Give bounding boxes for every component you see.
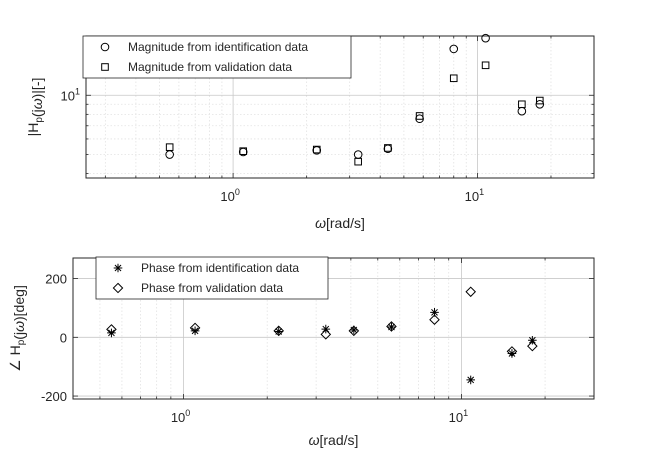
legend-label: Phase from validation data xyxy=(141,281,283,295)
data-point xyxy=(239,147,248,155)
y-axis-label: |Hp(jω)|[-] xyxy=(25,78,45,137)
data-point xyxy=(386,321,397,332)
data-point xyxy=(465,286,477,298)
legend-marker xyxy=(101,63,109,71)
data-point xyxy=(189,322,201,334)
data-point xyxy=(430,308,439,317)
x-tick-label: 101 xyxy=(465,187,484,204)
legend-marker xyxy=(112,282,124,294)
data-point xyxy=(354,157,362,166)
data-point xyxy=(106,324,117,335)
data-point xyxy=(518,100,526,109)
data-point xyxy=(320,329,332,340)
legend-box xyxy=(95,256,329,300)
y-tick-label: -200 xyxy=(41,389,67,404)
x-axis-label: ω[rad/s] xyxy=(315,215,365,231)
magnitude-axes: 100 101 101 ω[rad/s] |Hp(jω)|[-] Magnitude fr… xyxy=(25,33,595,231)
y-tick-label: 101 xyxy=(61,86,80,103)
y-tick-label: 200 xyxy=(45,272,67,287)
legend-label: Magnitude from identification data xyxy=(128,40,308,54)
legend-label: Phase from identification data xyxy=(141,261,299,275)
data-point xyxy=(384,144,392,152)
data-point xyxy=(481,61,490,70)
data-point xyxy=(528,335,537,345)
phase-axes: 100 101 200 0 -200 ω[rad/s] ∠ Hp(jω)[deg] Phase… xyxy=(7,256,595,448)
data-point xyxy=(415,112,424,120)
data-point xyxy=(274,327,284,336)
data-point xyxy=(107,328,116,338)
x-tick-label: 101 xyxy=(449,408,468,425)
x-axis-label: ω[rad/s] xyxy=(309,432,359,448)
data-point xyxy=(190,326,200,336)
legend: Magnitude from identification data Magnit… xyxy=(82,35,352,79)
data-point xyxy=(312,145,321,154)
series-2 xyxy=(165,61,544,166)
legend-marker xyxy=(100,42,110,52)
data-point xyxy=(527,340,538,352)
data-point xyxy=(273,325,285,337)
x-tick-label: 100 xyxy=(220,187,239,204)
data-point xyxy=(429,314,440,325)
legend-marker xyxy=(113,263,123,273)
axes-box xyxy=(72,257,595,400)
data-point xyxy=(466,375,476,385)
x-tick-label: 100 xyxy=(171,408,190,425)
data-point xyxy=(535,96,544,105)
data-point xyxy=(506,346,518,357)
legend-label: Magnitude from validation data xyxy=(128,60,292,74)
data-point xyxy=(507,349,517,358)
legend: Phase from identification data Phase from… xyxy=(95,256,329,300)
data-point xyxy=(449,74,458,83)
y-axis-label: ∠ Hp(jω)[deg] xyxy=(7,285,27,372)
data-point xyxy=(387,322,396,332)
data-point xyxy=(449,44,459,54)
data-point xyxy=(165,143,174,151)
data-point xyxy=(348,325,360,337)
series-2 xyxy=(106,286,538,357)
data-point xyxy=(349,325,359,335)
legend-box xyxy=(82,35,352,79)
data-point xyxy=(481,33,490,43)
y-tick-label: 0 xyxy=(60,330,67,345)
